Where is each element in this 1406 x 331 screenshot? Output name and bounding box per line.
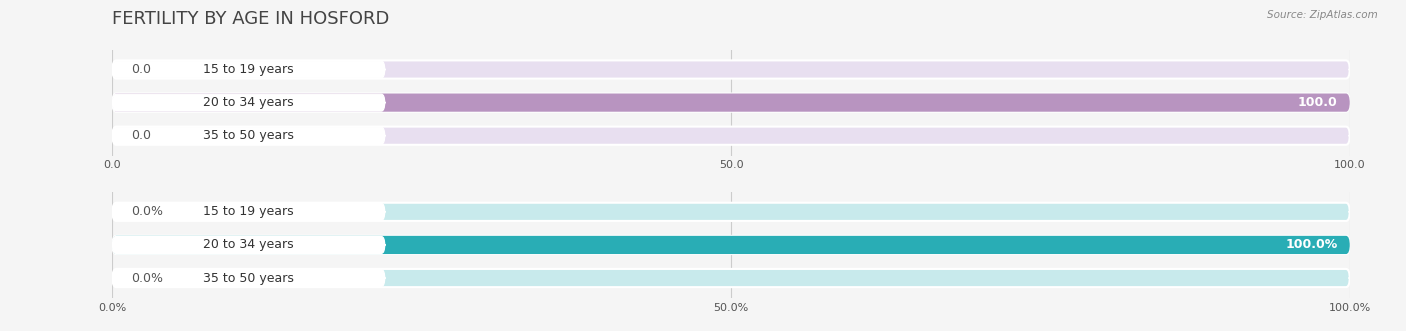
Text: 35 to 50 years: 35 to 50 years: [202, 271, 294, 285]
FancyBboxPatch shape: [112, 127, 385, 144]
FancyBboxPatch shape: [112, 203, 385, 220]
FancyBboxPatch shape: [112, 269, 385, 286]
FancyBboxPatch shape: [112, 61, 385, 78]
Text: 0.0: 0.0: [131, 129, 150, 142]
Text: 20 to 34 years: 20 to 34 years: [204, 238, 294, 252]
Text: 100.0%: 100.0%: [1285, 238, 1337, 252]
FancyBboxPatch shape: [112, 203, 1350, 221]
FancyBboxPatch shape: [112, 127, 1350, 145]
Text: 35 to 50 years: 35 to 50 years: [202, 129, 294, 142]
Text: 0.0%: 0.0%: [131, 271, 163, 285]
FancyBboxPatch shape: [112, 236, 1350, 254]
FancyBboxPatch shape: [112, 93, 1350, 112]
Text: 0.0%: 0.0%: [131, 205, 163, 218]
FancyBboxPatch shape: [112, 236, 1350, 254]
Text: 100.0: 100.0: [1298, 96, 1337, 109]
Text: 15 to 19 years: 15 to 19 years: [204, 63, 294, 76]
Text: 15 to 19 years: 15 to 19 years: [204, 205, 294, 218]
FancyBboxPatch shape: [112, 94, 385, 111]
FancyBboxPatch shape: [112, 236, 385, 254]
Text: Source: ZipAtlas.com: Source: ZipAtlas.com: [1267, 10, 1378, 20]
Text: 20 to 34 years: 20 to 34 years: [204, 96, 294, 109]
FancyBboxPatch shape: [112, 60, 1350, 78]
Text: 0.0: 0.0: [131, 63, 150, 76]
FancyBboxPatch shape: [112, 93, 1350, 112]
FancyBboxPatch shape: [112, 269, 1350, 287]
Text: FERTILITY BY AGE IN HOSFORD: FERTILITY BY AGE IN HOSFORD: [112, 10, 389, 28]
